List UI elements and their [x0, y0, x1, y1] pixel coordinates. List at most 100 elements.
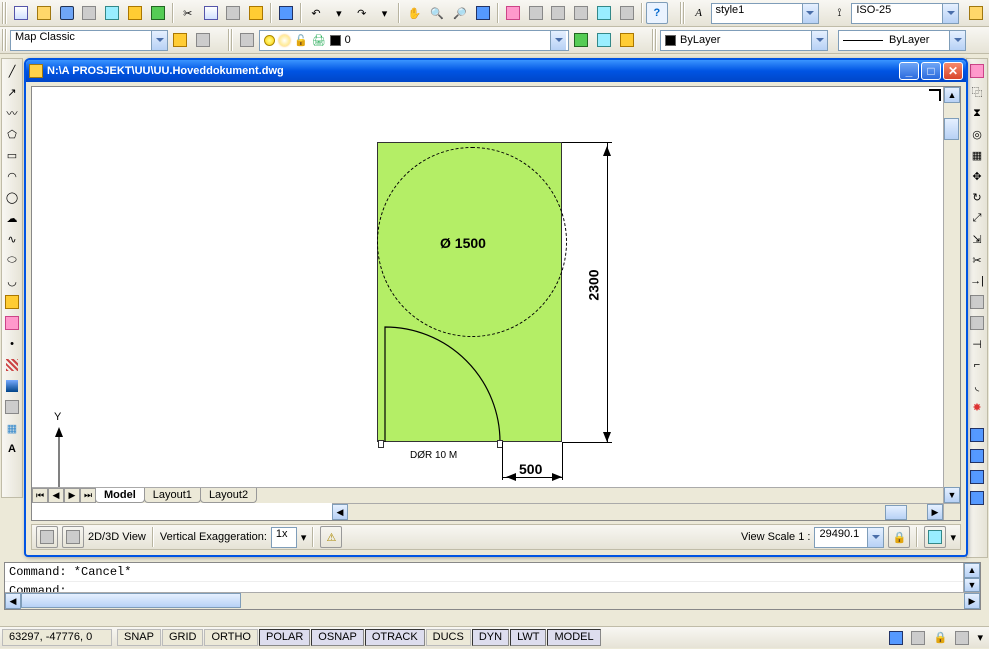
tool4-button[interactable] — [593, 2, 615, 24]
region-button[interactable] — [2, 397, 22, 417]
tab-first-button[interactable]: ⏮ — [32, 488, 48, 503]
dropdown-arrow-icon[interactable] — [802, 4, 818, 23]
grip[interactable] — [2, 29, 7, 51]
grip[interactable] — [652, 29, 657, 51]
dim-style-combo[interactable]: ISO-25 — [851, 3, 959, 24]
status-mode-polar[interactable]: POLAR — [259, 629, 310, 646]
palette1-button[interactable] — [967, 425, 987, 445]
tray-icon1[interactable] — [885, 627, 907, 649]
dim-style-icon[interactable]: ⟟ — [829, 2, 851, 24]
zoom-ext-button[interactable] — [472, 2, 494, 24]
tab-prev-button[interactable]: ◀ — [48, 488, 64, 503]
viewbar-drop-button[interactable]: ▾ — [950, 531, 956, 544]
line-button[interactable]: ╱ — [2, 61, 22, 81]
ellipse-arc-button[interactable]: ◡ — [2, 271, 22, 291]
exag-drop-button[interactable]: ▾ — [301, 531, 307, 544]
text-style-icon[interactable]: A — [688, 2, 710, 24]
zoom-in-button[interactable]: 🔍 — [426, 2, 448, 24]
tool1-button[interactable] — [525, 2, 547, 24]
titlebar[interactable]: N:\A PROSJEKT\UU\UU.Hoveddokument.dwg _ … — [26, 60, 966, 82]
status-mode-ducs[interactable]: DUCS — [426, 629, 471, 646]
close-button[interactable]: ✕ — [943, 62, 963, 80]
plot-preview-button[interactable] — [101, 2, 123, 24]
redo-button[interactable]: ↷ — [351, 2, 373, 24]
maximize-button[interactable]: □ — [921, 62, 941, 80]
layer-previous-button[interactable] — [570, 29, 592, 51]
explode-button[interactable]: ✸ — [967, 397, 987, 417]
fillet-button[interactable]: ◟ — [967, 376, 987, 396]
tray-icon2[interactable] — [907, 627, 929, 649]
undo-button[interactable]: ↶ — [305, 2, 327, 24]
insert-button[interactable] — [2, 292, 22, 312]
layer-combo[interactable]: 🔓 🖨 0 — [259, 30, 569, 51]
block-button[interactable] — [275, 2, 297, 24]
scroll-up-button[interactable]: ▲ — [944, 87, 960, 103]
undo-drop-button[interactable]: ▾ — [328, 2, 350, 24]
dropdown-arrow-icon[interactable] — [949, 31, 965, 50]
scale-combo[interactable]: 29490.1 — [814, 527, 884, 548]
layer-states-button[interactable] — [593, 29, 615, 51]
dropdown-arrow-icon[interactable] — [867, 528, 883, 547]
dwf-button[interactable] — [502, 2, 524, 24]
workspace-settings-button[interactable] — [192, 29, 214, 51]
dropdown-arrow-icon[interactable] — [811, 31, 827, 50]
rectangle-button[interactable]: ▭ — [2, 145, 22, 165]
tool3-button[interactable] — [570, 2, 592, 24]
status-mode-osnap[interactable]: OSNAP — [311, 629, 364, 646]
redo-drop-button[interactable]: ▾ — [374, 2, 396, 24]
ellipse-button[interactable]: ⬭ — [2, 250, 22, 270]
pan-button[interactable]: ✋ — [403, 2, 425, 24]
grip[interactable] — [680, 2, 685, 24]
canvas-hscroll[interactable]: ◀ ▶ — [332, 503, 943, 520]
spline-button[interactable]: ∿ — [2, 229, 22, 249]
copy-button[interactable] — [200, 2, 222, 24]
tab-next-button[interactable]: ▶ — [64, 488, 80, 503]
grip[interactable] — [2, 2, 7, 24]
save-button[interactable] — [56, 2, 78, 24]
move-button[interactable]: ✥ — [967, 166, 987, 186]
extend-button[interactable]: →| — [967, 271, 987, 291]
tab-model[interactable]: Model — [95, 488, 145, 503]
dropdown-arrow-icon[interactable] — [151, 31, 167, 50]
status-mode-lwt[interactable]: LWT — [510, 629, 546, 646]
workspace-combo[interactable]: Map Classic — [10, 30, 168, 51]
scroll-down-button[interactable]: ▼ — [944, 487, 960, 503]
drawing-canvas[interactable]: Ø 1500 DØR 10 M 2300 500 — [32, 87, 943, 487]
gradient-button[interactable] — [2, 376, 22, 396]
coords-readout[interactable]: 63297, -47776, 0 — [2, 629, 112, 646]
scroll-down-button[interactable]: ▼ — [964, 578, 980, 593]
status-mode-model[interactable]: MODEL — [547, 629, 600, 646]
rotate-button[interactable]: ↻ — [967, 187, 987, 207]
arc-button[interactable]: ◠ — [2, 166, 22, 186]
layer-match-button[interactable] — [616, 29, 638, 51]
hatch-button[interactable] — [2, 355, 22, 375]
tray-drop-button[interactable]: ▾ — [973, 631, 987, 644]
scroll-left-button[interactable]: ◀ — [332, 504, 348, 520]
cmd-hscroll[interactable]: ◀ ▶ — [5, 592, 980, 609]
table-style-button[interactable] — [965, 2, 987, 24]
new-button[interactable] — [10, 2, 32, 24]
hscroll-thumb[interactable] — [885, 505, 907, 520]
chamfer-button[interactable]: ⌐ — [967, 355, 987, 375]
view-icon2[interactable] — [62, 526, 84, 548]
exag-combo[interactable]: 1x — [271, 527, 297, 548]
point-button[interactable]: • — [2, 334, 22, 354]
tray-lock-icon[interactable]: 🔒 — [929, 627, 951, 649]
view-icon1[interactable] — [36, 526, 58, 548]
help-button[interactable]: ? — [646, 2, 668, 24]
tab-layout1[interactable]: Layout1 — [144, 488, 201, 503]
zoom-out-button[interactable]: 🔎 — [449, 2, 471, 24]
status-mode-otrack[interactable]: OTRACK — [365, 629, 425, 646]
minimize-button[interactable]: _ — [899, 62, 919, 80]
vscroll-thumb[interactable] — [944, 118, 959, 140]
pline-button[interactable]: 〰 — [2, 103, 22, 123]
lock-scale-button[interactable]: 🔒 — [888, 526, 910, 548]
dropdown-arrow-icon[interactable] — [550, 31, 566, 50]
status-mode-snap[interactable]: SNAP — [117, 629, 161, 646]
palette4-button[interactable] — [967, 488, 987, 508]
text-style-combo[interactable]: style1 — [711, 3, 819, 24]
calc-button[interactable] — [616, 2, 638, 24]
ray-button[interactable]: ↗ — [2, 82, 22, 102]
copy2-button[interactable]: ⿻ — [967, 82, 987, 102]
open-button[interactable] — [33, 2, 55, 24]
